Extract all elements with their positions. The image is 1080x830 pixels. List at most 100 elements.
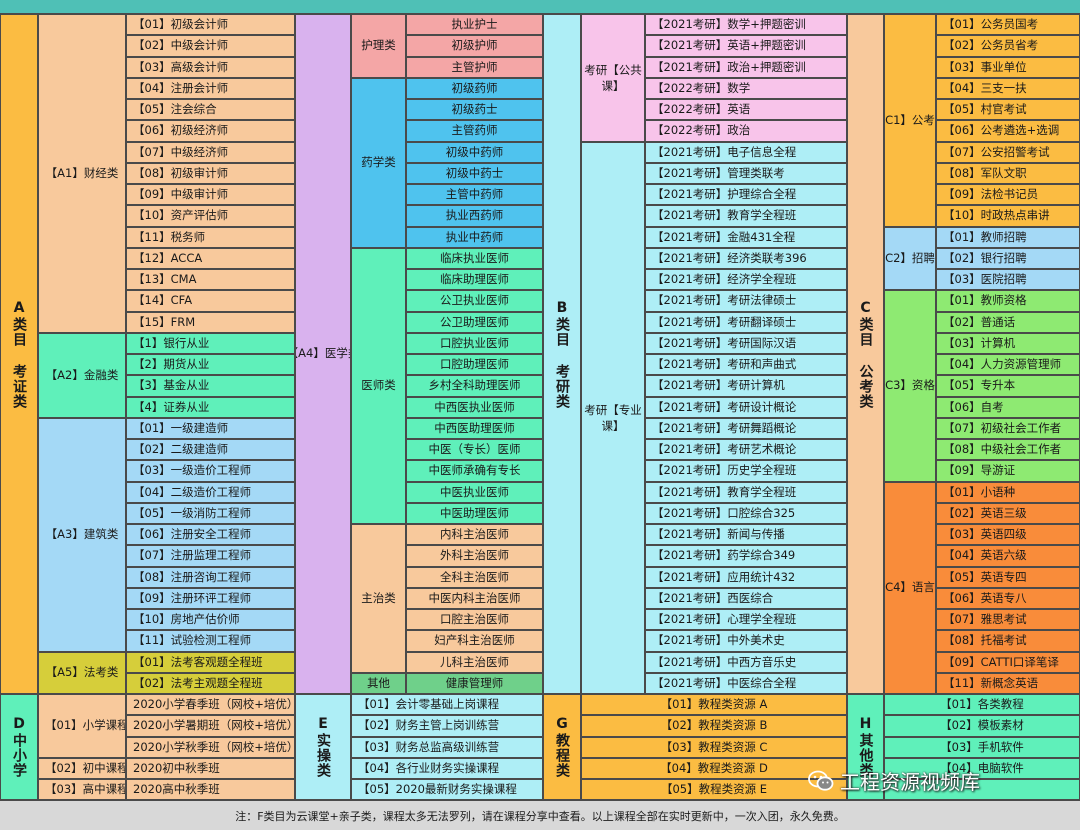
course-item[interactable]: 【2021考研】心理学全程班 [645, 609, 847, 630]
course-item[interactable]: 【02】模板素材 [884, 715, 1080, 737]
course-item[interactable]: 内科主治医师 [406, 524, 543, 545]
course-item[interactable]: 【2021考研】考研法律硕士 [645, 290, 847, 312]
course-item[interactable]: 【2021考研】金融431全程 [645, 227, 847, 248]
course-item[interactable]: 【05】教程类资源 E [581, 779, 847, 800]
course-item[interactable]: 【06】注册安全工程师 [126, 524, 295, 545]
course-item[interactable]: 【11】试验检测工程师 [126, 630, 295, 652]
course-item[interactable]: 【03】高级会计师 [126, 57, 295, 78]
course-item[interactable]: 初级中药师 [406, 142, 543, 163]
course-item[interactable]: 主管药师 [406, 120, 543, 142]
course-item[interactable]: 【10】房地产估价师 [126, 609, 295, 630]
course-item[interactable]: 中西医助理医师 [406, 418, 543, 439]
course-item[interactable]: 【2021考研】政治+押题密训 [645, 57, 847, 78]
course-item[interactable]: 【03】医院招聘 [936, 269, 1080, 290]
course-item[interactable]: 【01】各类教程 [884, 694, 1080, 715]
course-item[interactable]: 口腔执业医师 [406, 333, 543, 354]
course-item[interactable]: 【14】CFA [126, 290, 295, 312]
course-item[interactable]: 中医助理医师 [406, 503, 543, 524]
course-item[interactable]: 【15】FRM [126, 312, 295, 333]
course-item[interactable]: 执业护士 [406, 14, 543, 35]
course-item[interactable]: 【09】CATTI口译笔译 [936, 652, 1080, 673]
course-item[interactable]: 【10】时政热点串讲 [936, 205, 1080, 227]
course-item[interactable]: 【2021考研】考研翻译硕士 [645, 312, 847, 333]
course-item[interactable]: 【03】计算机 [936, 333, 1080, 354]
course-item[interactable]: 【02】财务主管上岗训练营 [351, 715, 543, 737]
course-item[interactable]: 【09】法检书记员 [936, 184, 1080, 205]
course-item[interactable]: 【2021考研】新闻与传播 [645, 524, 847, 545]
course-item[interactable]: 执业西药师 [406, 205, 543, 227]
course-item[interactable]: 【06】英语专八 [936, 588, 1080, 609]
course-item[interactable]: 【04】二级造价工程师 [126, 482, 295, 503]
course-item[interactable]: 【08】托福考试 [936, 630, 1080, 652]
course-item[interactable]: 临床助理医师 [406, 269, 543, 290]
course-item[interactable]: 2020初中秋季班 [126, 758, 295, 779]
course-item[interactable]: 【2021考研】管理类联考 [645, 163, 847, 184]
course-item[interactable]: 【09】导游证 [936, 460, 1080, 482]
course-item[interactable]: 【01】公务员国考 [936, 14, 1080, 35]
course-item[interactable]: 【02】公务员省考 [936, 35, 1080, 57]
course-item[interactable]: 【02】中级会计师 [126, 35, 295, 57]
course-item[interactable]: 【05】注会综合 [126, 99, 295, 120]
course-item[interactable]: 【01】小语种 [936, 482, 1080, 503]
course-item[interactable]: 【03】手机软件 [884, 737, 1080, 758]
course-item[interactable]: 【02】普通话 [936, 312, 1080, 333]
course-item[interactable]: 【07】公安招警考试 [936, 142, 1080, 163]
course-item[interactable]: 【07】注册监理工程师 [126, 545, 295, 567]
course-item[interactable]: 【10】资产评估师 [126, 205, 295, 227]
course-item[interactable]: 【2022考研】数学 [645, 78, 847, 99]
course-item[interactable]: 【2021考研】护理综合全程 [645, 184, 847, 205]
course-item[interactable]: 初级药师 [406, 78, 543, 99]
course-item[interactable]: 【06】初级经济师 [126, 120, 295, 142]
course-item[interactable]: 2020小学春季班（网校+培优） [126, 694, 295, 715]
course-item[interactable]: 【08】军队文职 [936, 163, 1080, 184]
course-item[interactable]: 外科主治医师 [406, 545, 543, 567]
course-item[interactable]: 妇产科主治医师 [406, 630, 543, 652]
course-item[interactable]: 【01】一级建造师 [126, 418, 295, 439]
course-item[interactable]: 【11】税务师 [126, 227, 295, 248]
course-item[interactable]: 【2021考研】西医综合 [645, 588, 847, 609]
course-item[interactable]: 口腔助理医师 [406, 354, 543, 375]
course-item[interactable]: 【04】电脑软件 [884, 758, 1080, 779]
course-item[interactable]: 【11】新概念英语 [936, 673, 1080, 694]
course-item[interactable]: 【05】村官考试 [936, 99, 1080, 120]
course-item[interactable]: 【03】教程类资源 C [581, 737, 847, 758]
course-item[interactable]: 【2021考研】考研计算机 [645, 375, 847, 397]
course-item[interactable]: 公卫助理医师 [406, 312, 543, 333]
course-item[interactable]: 临床执业医师 [406, 248, 543, 269]
course-item[interactable]: 【2021考研】历史学全程班 [645, 460, 847, 482]
course-item[interactable]: 【09】注册环评工程师 [126, 588, 295, 609]
course-item[interactable]: 中西医执业医师 [406, 397, 543, 418]
course-item[interactable]: 【02】法考主观题全程班 [126, 673, 295, 694]
course-item[interactable]: 【08】注册咨询工程师 [126, 567, 295, 588]
course-item[interactable]: 【01】法考客观题全程班 [126, 652, 295, 673]
course-item[interactable]: 【2021考研】经济类联考396 [645, 248, 847, 269]
course-item[interactable]: 【02】银行招聘 [936, 248, 1080, 269]
course-item[interactable]: 乡村全科助理医师 [406, 375, 543, 397]
course-item[interactable]: 【2】期货从业 [126, 354, 295, 375]
course-item[interactable]: 【2021考研】教育学全程班 [645, 205, 847, 227]
course-item[interactable]: 【03】财务总监高级训练营 [351, 737, 543, 758]
course-item[interactable]: 中医内科主治医师 [406, 588, 543, 609]
course-item[interactable]: 初级护师 [406, 35, 543, 57]
course-item[interactable]: 【07】初级社会工作者 [936, 418, 1080, 439]
course-item[interactable]: 【07】雅思考试 [936, 609, 1080, 630]
course-item[interactable]: 【2021考研】数学+押题密训 [645, 14, 847, 35]
course-item[interactable]: 【03】一级造价工程师 [126, 460, 295, 482]
course-item[interactable]: 健康管理师 [406, 673, 543, 694]
course-item[interactable]: 【2021考研】中医综合全程 [645, 673, 847, 694]
course-item[interactable]: 【2021考研】考研和声曲式 [645, 354, 847, 375]
course-item[interactable]: 中医（专长）医师 [406, 439, 543, 460]
course-item[interactable]: 【01】教师资格 [936, 290, 1080, 312]
course-item[interactable]: 【2021考研】英语+押题密训 [645, 35, 847, 57]
course-item[interactable]: 初级药士 [406, 99, 543, 120]
course-item[interactable]: 【02】二级建造师 [126, 439, 295, 460]
course-item[interactable]: 【2021考研】考研艺术概论 [645, 439, 847, 460]
course-item[interactable]: 【04】教程类资源 D [581, 758, 847, 779]
course-item[interactable]: 【01】教程类资源 A [581, 694, 847, 715]
course-item[interactable]: 公卫执业医师 [406, 290, 543, 312]
course-item[interactable]: 【3】基金从业 [126, 375, 295, 397]
course-item[interactable]: 【07】中级经济师 [126, 142, 295, 163]
course-item[interactable]: 2020小学暑期班（网校+培优） [126, 715, 295, 737]
course-item[interactable]: 【2021考研】中外美术史 [645, 630, 847, 652]
course-item[interactable]: 【2021考研】口腔综合325 [645, 503, 847, 524]
